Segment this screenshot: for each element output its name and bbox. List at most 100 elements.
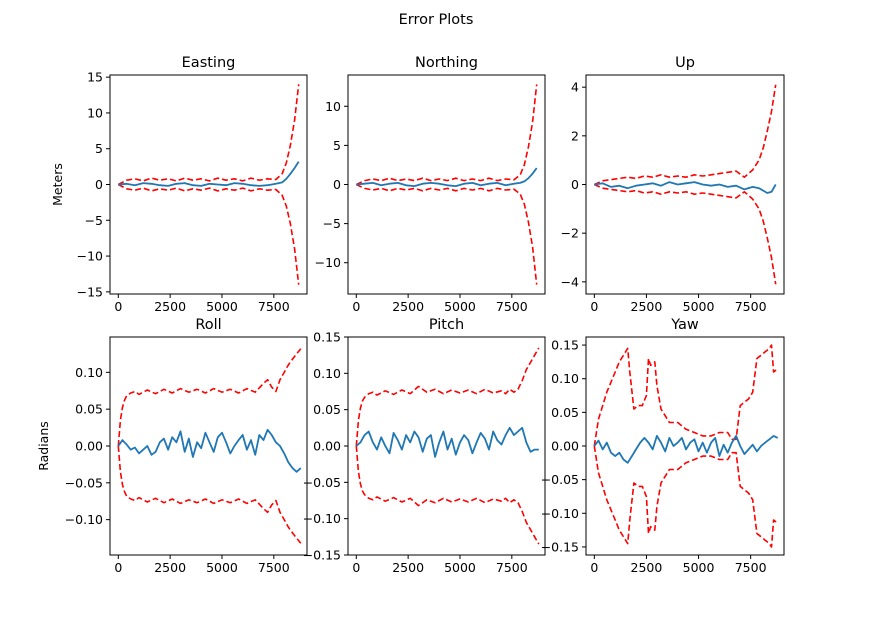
pitch-subplot: 0 2500 5000 7500 −0.15 −0.10 −0.05 0.00 0.05 0.10…: [303, 317, 546, 575]
easting-ytick-label: 5: [95, 141, 103, 156]
easting-title: Easting: [182, 55, 236, 71]
easting-ytick-label: 15: [87, 70, 103, 85]
roll-bound-upper-line: [117, 348, 302, 447]
roll-xtick-label: 7500: [258, 560, 290, 575]
up-ytick-label: 4: [571, 80, 579, 95]
easting-ylabel: Meters: [50, 163, 65, 206]
yaw-ytick-label: −0.15: [541, 539, 579, 554]
northing-error-line: [356, 167, 538, 188]
up-series-group: [593, 84, 777, 285]
up-xtick-label: 7500: [735, 299, 767, 314]
up-xtick-label: 5000: [683, 299, 715, 314]
pitch-xtick-label: 5000: [444, 560, 476, 575]
northing-xtick-label: 0: [352, 299, 360, 314]
northing-series-group: [355, 84, 538, 285]
roll-xtick-label: 0: [114, 560, 122, 575]
easting-ytick-label: 0: [95, 177, 103, 192]
pitch-bound-lower-line: [355, 445, 540, 545]
yaw-ytick-label: −0.05: [541, 472, 579, 487]
northing-bound-upper-line: [355, 84, 538, 186]
pitch-ytick-label: 0.10: [313, 366, 341, 381]
yaw-subplot: 0 2500 5000 7500 −0.15 −0.10 −0.05 0.00 0.05 0.10…: [541, 317, 785, 575]
pitch-ytick-label: 0.15: [313, 330, 341, 345]
northing-title: Northing: [415, 55, 478, 71]
yaw-bound-lower-line: [593, 445, 779, 548]
roll-title: Roll: [195, 317, 221, 333]
easting-error-line: [118, 161, 300, 187]
yaw-error-line: [593, 434, 779, 464]
up-error-line: [594, 181, 777, 194]
pitch-error-line: [355, 426, 539, 458]
northing-xtick-label: 5000: [444, 299, 476, 314]
easting-subplot: 0 2500 5000 7500 −15 −10 −5 0 5 10 15 Easting Meters: [50, 55, 308, 314]
easting-xtick-label: 0: [114, 299, 122, 314]
up-axes-frame: [585, 74, 785, 295]
up-ytick-label: 0: [571, 177, 579, 192]
roll-ytick-label: −0.10: [65, 512, 103, 527]
northing-xtick-label: 7500: [496, 299, 528, 314]
yaw-ytick-label: 0.15: [551, 338, 579, 353]
up-bound-lower-line: [593, 183, 777, 285]
up-xtick-label: 0: [590, 299, 598, 314]
roll-ylabel: Radians: [36, 421, 51, 471]
northing-ytick-label: 10: [325, 99, 341, 114]
easting-ytick-label: −10: [77, 249, 103, 264]
up-subplot: 0 2500 5000 7500 −4 −2 0 2 4 Up: [561, 55, 785, 314]
roll-ytick-label: −0.05: [65, 475, 103, 490]
up-bound-upper-line: [593, 84, 777, 186]
roll-xtick-label: 5000: [206, 560, 238, 575]
pitch-ytick-label: −0.15: [303, 548, 341, 563]
northing-ytick-label: 0: [333, 177, 341, 192]
up-ytick-label: −2: [561, 226, 579, 241]
northing-ytick-label: 5: [333, 138, 341, 153]
easting-xtick-label: 7500: [258, 299, 290, 314]
pitch-xtick-label: 7500: [496, 560, 528, 575]
subplot-grid: 0 2500 5000 7500−15−10−5051015EastingMeters…: [36, 55, 785, 575]
roll-subplot: 0 2500 5000 7500 −0.10 −0.05 0.00 0.05 0.10 Roll R…: [36, 317, 308, 575]
yaw-bound-upper-line: [593, 344, 779, 447]
northing-bound-lower-line: [355, 183, 538, 285]
easting-ytick-label: −15: [77, 284, 103, 299]
northing-ytick-label: −10: [315, 255, 341, 270]
roll-xtick-label: 2500: [154, 560, 186, 575]
figure-title: Error Plots: [399, 12, 474, 28]
yaw-title: Yaw: [670, 317, 699, 333]
roll-ytick-label: 0.10: [75, 365, 103, 380]
easting-ytick-label: 10: [87, 105, 103, 120]
pitch-xtick-label: 0: [352, 560, 360, 575]
yaw-xtick-label: 5000: [683, 560, 715, 575]
yaw-ytick-label: 0.10: [551, 371, 579, 386]
pitch-title: Pitch: [429, 317, 464, 333]
pitch-ytick-label: 0.05: [313, 402, 341, 417]
up-title: Up: [675, 55, 695, 71]
pitch-series-group: [355, 347, 540, 545]
easting-series-group: [117, 84, 300, 285]
up-ytick-label: 2: [571, 128, 579, 143]
roll-error-line: [117, 428, 302, 473]
pitch-bound-upper-line: [355, 347, 540, 447]
up-xtick-label: 2500: [631, 299, 663, 314]
yaw-ytick-label: 0.00: [551, 439, 579, 454]
roll-bound-lower-line: [117, 445, 302, 544]
easting-bound-lower-line: [117, 183, 300, 285]
roll-series-group: [117, 348, 302, 544]
easting-xtick-label: 5000: [206, 299, 238, 314]
yaw-ytick-label: 0.05: [551, 405, 579, 420]
roll-axes-frame: [109, 336, 308, 556]
pitch-ytick-label: −0.10: [303, 511, 341, 526]
roll-ytick-label: 0.00: [75, 439, 103, 454]
yaw-ytick-label: −0.10: [541, 506, 579, 521]
northing-subplot: 0 2500 5000 7500 −10 −5 0 5 10 Northing: [315, 55, 546, 314]
easting-xtick-label: 2500: [154, 299, 186, 314]
pitch-ytick-label: 0.00: [313, 439, 341, 454]
yaw-series-group: [593, 344, 779, 548]
easting-bound-upper-line: [117, 84, 300, 186]
northing-xtick-label: 2500: [392, 299, 424, 314]
roll-ytick-label: 0.05: [75, 402, 103, 417]
northing-ytick-label: −5: [323, 216, 341, 231]
yaw-xtick-label: 0: [590, 560, 598, 575]
pitch-xtick-label: 2500: [392, 560, 424, 575]
yaw-xtick-label: 7500: [735, 560, 767, 575]
up-ytick-label: −4: [561, 274, 579, 289]
